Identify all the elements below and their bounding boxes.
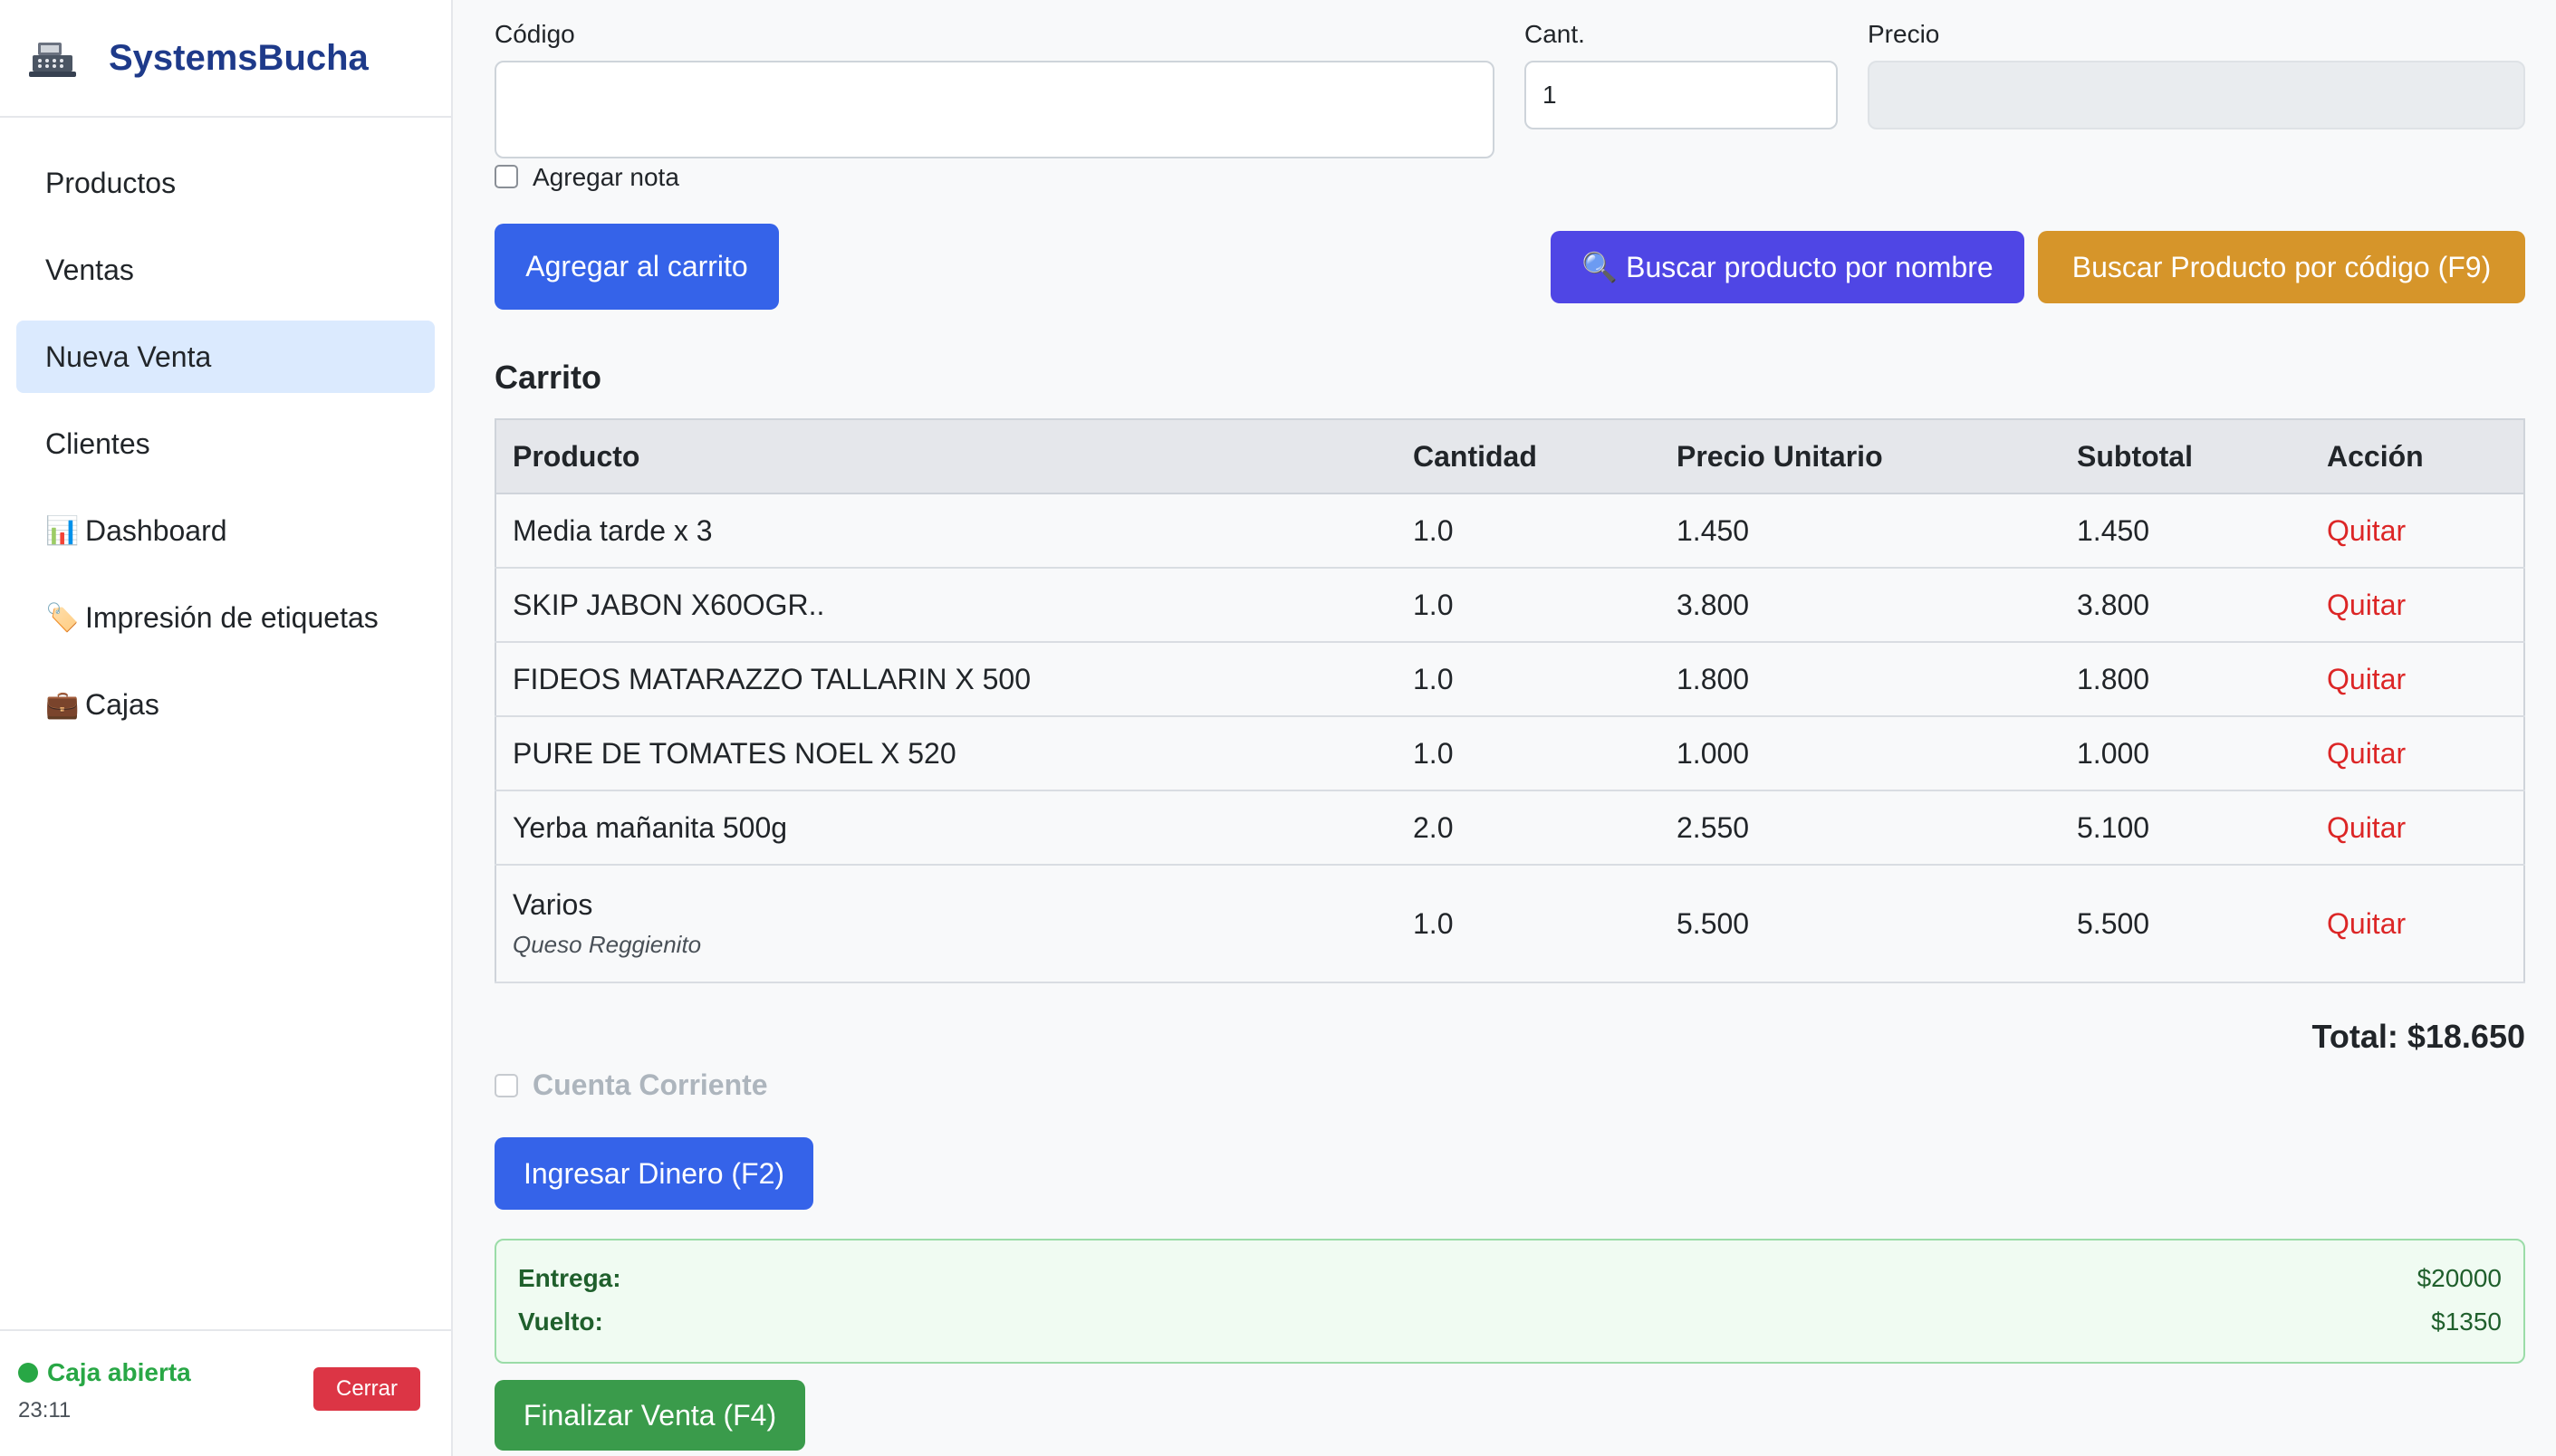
unit-price: 3.800 [1660,568,2061,643]
remove-item-link[interactable]: Quitar [2327,513,2407,547]
caja-footer: Caja abierta 23:11 Cerrar [0,1329,451,1456]
bar-chart-icon: 📊 [45,515,80,546]
sidebar-item-dashboard[interactable]: 📊 Dashboard [16,494,435,567]
unit-price: 1.800 [1660,642,2061,717]
cart-title: Carrito [495,359,602,396]
agregar-nota-checkbox[interactable] [495,165,518,188]
vuelto-label: Vuelto: [518,1308,603,1336]
price-input [1868,61,2525,129]
table-row: Media tarde x 3 1.0 1.450 1.450 Quitar [495,493,2524,569]
quantity: 2.0 [1397,790,1660,866]
add-to-cart-button[interactable]: Agregar al carrito [495,224,779,310]
sidebar-item-label: Cajas [85,687,159,721]
subtotal: 3.800 [2061,568,2311,643]
entrega-row: Entrega: $20000 [518,1264,2502,1293]
product-name: Yerba mañanita 500g [495,790,1397,866]
code-input[interactable] [495,61,1494,158]
table-row: PURE DE TOMATES NOEL X 520 1.0 1.000 1.0… [495,716,2524,791]
column-header: Acción [2311,419,2524,494]
remove-item-link[interactable]: Quitar [2327,736,2407,770]
sidebar-item-label: Dashboard [85,513,227,547]
remove-item-link[interactable]: Quitar [2327,588,2407,621]
sidebar-item-productos[interactable]: Productos [16,147,435,219]
sidebar: SystemsBucha Productos Ventas Nueva Vent… [0,0,453,1456]
brand-name: SystemsBucha [109,37,369,78]
quantity: 1.0 [1397,642,1660,717]
subtotal: 1.450 [2061,493,2311,569]
subtotal: 1.000 [2061,716,2311,791]
quantity: 1.0 [1397,568,1660,643]
sidebar-nav: Productos Ventas Nueva Venta Clientes 📊 … [0,118,451,755]
sidebar-item-etiquetas[interactable]: 🏷️ Impresión de etiquetas [16,581,435,654]
column-header: Subtotal [2061,419,2311,494]
product-name: PURE DE TOMATES NOEL X 520 [495,716,1397,791]
entrega-label: Entrega: [518,1264,621,1292]
finalizar-venta-button[interactable]: Finalizar Venta (F4) [495,1380,805,1451]
cuenta-corriente-label: Cuenta Corriente [533,1068,768,1101]
sidebar-item-ventas[interactable]: Ventas [16,234,435,306]
sidebar-item-clientes[interactable]: Clientes [16,407,435,480]
sidebar-item-label: Productos [45,166,177,199]
column-header: Precio Unitario [1660,419,2061,494]
caja-status-text: Caja abierta [47,1358,191,1386]
quantity: 1.0 [1397,865,1660,983]
unit-price: 5.500 [1660,865,2061,983]
sidebar-item-label: Clientes [45,426,150,460]
subtotal: 1.800 [2061,642,2311,717]
quantity: 1.0 [1397,716,1660,791]
item-note: Queso Reggienito [513,931,702,958]
remove-item-link[interactable]: Quitar [2327,662,2407,695]
main-content: Código Cant. Precio Agregar nota Agregar… [453,0,2556,1456]
cart-table: Producto Cantidad Precio Unitario Subtot… [495,418,2525,983]
qty-label: Cant. [1524,20,1585,48]
search-by-name-button[interactable]: 🔍 Buscar producto por nombre [1551,231,2024,303]
status-dot-icon [18,1363,38,1383]
table-row: Yerba mañanita 500g 2.0 2.550 5.100 Quit… [495,790,2524,866]
qty-input[interactable] [1524,61,1838,129]
vuelto-value: $1350 [2431,1308,2502,1336]
agregar-nota-label: Agregar nota [533,163,679,191]
code-label: Código [495,20,575,48]
cash-register-icon [29,43,76,77]
cerrar-caja-button[interactable]: Cerrar [313,1367,420,1411]
subtotal: 5.100 [2061,790,2311,866]
caja-time: 23:11 [18,1398,72,1422]
entrega-value: $20000 [2417,1264,2502,1292]
product-name: SKIP JABON X60OGR.. [495,568,1397,643]
column-header: Cantidad [1397,419,1660,494]
sidebar-item-cajas[interactable]: 💼 Cajas [16,668,435,741]
label-tag-icon: 🏷️ [45,602,80,633]
search-by-code-button[interactable]: Buscar Producto por código (F9) [2038,231,2525,303]
cuenta-corriente-checkbox[interactable] [495,1074,518,1097]
table-row: SKIP JABON X60OGR.. 1.0 3.800 3.800 Quit… [495,568,2524,643]
quantity: 1.0 [1397,493,1660,569]
sidebar-item-label: Ventas [45,253,134,286]
table-header-row: Producto Cantidad Precio Unitario Subtot… [495,419,2524,494]
brand[interactable]: SystemsBucha [0,0,451,118]
product-name: FIDEOS MATARAZZO TALLARIN X 500 [495,642,1397,717]
vuelto-row: Vuelto: $1350 [518,1308,2502,1336]
payment-summary: Entrega: $20000 Vuelto: $1350 [495,1239,2525,1364]
ingresar-dinero-button[interactable]: Ingresar Dinero (F2) [495,1137,813,1210]
caja-status: Caja abierta [18,1358,422,1387]
column-header: Producto [495,419,1397,494]
sidebar-item-nueva-venta[interactable]: Nueva Venta [16,321,435,393]
subtotal: 5.500 [2061,865,2311,983]
product-name: Media tarde x 3 [495,493,1397,569]
unit-price: 1.000 [1660,716,2061,791]
sidebar-item-label: Nueva Venta [45,340,212,373]
unit-price: 2.550 [1660,790,2061,866]
briefcase-icon: 💼 [45,689,80,720]
product-name: Varios [513,888,593,921]
cart-total: Total: $18.650 [2311,1018,2525,1055]
product-entry-form: Código Cant. Precio Agregar nota Agregar… [495,0,2525,326]
table-row: Varios Queso Reggienito 1.0 5.500 5.500 … [495,865,2524,983]
sidebar-item-label: Impresión de etiquetas [85,600,379,634]
remove-item-link[interactable]: Quitar [2327,810,2407,844]
price-label: Precio [1868,20,1940,48]
unit-price: 1.450 [1660,493,2061,569]
table-row: FIDEOS MATARAZZO TALLARIN X 500 1.0 1.80… [495,642,2524,717]
remove-item-link[interactable]: Quitar [2327,906,2407,940]
